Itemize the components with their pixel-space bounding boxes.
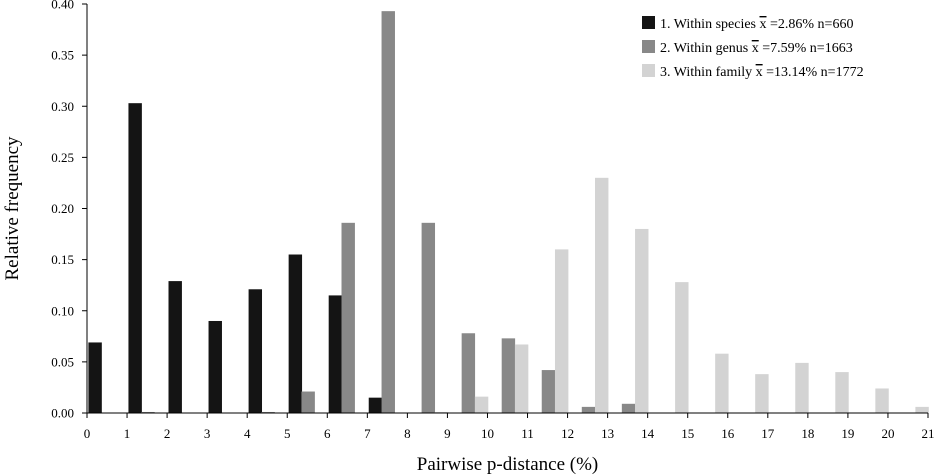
x-tick-label: 1: [124, 426, 131, 441]
bar-series-3-x-19: [875, 388, 889, 413]
bar-series-3-x-15: [715, 353, 729, 413]
bar-series-3-x-9: [474, 396, 489, 413]
x-tick-label: 2: [164, 426, 171, 441]
bar-series-2-x-5: [301, 391, 315, 413]
bar-series-1-x-3: [208, 320, 222, 413]
bar-series-3-x-13: [635, 228, 649, 413]
x-tick-label: 18: [801, 426, 814, 441]
x-tick-label: 8: [404, 426, 411, 441]
legend-label-series-3: 3. Within family x =13.14% n=1772: [660, 65, 864, 80]
x-tick-label: 6: [324, 426, 331, 441]
bar-series-3-x-20: [915, 406, 929, 413]
x-axis-label: Pairwise p-distance (%): [417, 454, 599, 475]
bar-series-3-x-12: [595, 177, 609, 413]
bar-series-2-x-9: [461, 333, 476, 413]
bar-series-2-x-8: [421, 222, 436, 413]
bar-series-2-x-6: [341, 222, 355, 413]
x-axis-ticks: 0 1 2 3 4 5 6 7 8 9 10 11 12 13 14 15 16 17 18 19 20 21: [84, 413, 934, 441]
bar-series-2-x-13: [621, 403, 636, 413]
x-tick-label: 4: [244, 426, 251, 441]
bar-series-1-x-6: [328, 295, 343, 413]
x-tick-label: 5: [284, 426, 291, 441]
bar-series-1-x-4: [248, 289, 263, 413]
bar-series-2-x-12: [581, 406, 596, 413]
bar-series-3-x-16: [755, 374, 769, 413]
bar-series-3-x-11: [554, 249, 569, 413]
bar-series-2-x-4: [261, 411, 275, 413]
bar-series-1-x-5: [288, 254, 303, 413]
x-tick-label: 0: [84, 426, 91, 441]
y-tick-label: 0.05: [51, 354, 74, 369]
y-axis-ticks: 0.00 0.05 0.10 0.15 0.20 0.25 0.30 0.35 0.40: [51, 0, 87, 421]
y-tick-label: 0.15: [51, 252, 74, 267]
x-tick-label: 15: [681, 426, 694, 441]
x-tick-label: 11: [521, 426, 534, 441]
x-tick-label: 9: [444, 426, 451, 441]
y-tick-label: 0.10: [51, 303, 74, 318]
bar-series-1-x-1: [128, 103, 142, 414]
legend-swatch-series-1: [642, 16, 655, 29]
y-tick-label: 0.25: [51, 150, 74, 165]
bar-series-3-x-14: [675, 282, 689, 413]
x-tick-label: 7: [364, 426, 371, 441]
bar-series-3-x-8: [434, 411, 449, 413]
y-tick-label: 0.35: [51, 48, 74, 63]
bar-series-3-x-10: [514, 344, 529, 413]
x-tick-label: 19: [841, 426, 854, 441]
bar-series-2-x-1: [141, 411, 155, 413]
x-tick-label: 3: [204, 426, 211, 441]
x-tick-label: 14: [641, 426, 655, 441]
x-tick-label: 10: [481, 426, 494, 441]
x-tick-label: 21: [922, 426, 934, 441]
y-tick-label: 0.30: [51, 99, 74, 114]
y-axis-label: Relative frequency: [2, 136, 23, 281]
x-tick-label: 16: [721, 426, 735, 441]
legend: 1. Within species x =2.86% n=660 2. Withi…: [642, 16, 864, 80]
x-tick-label: 20: [881, 426, 894, 441]
x-tick-label: 17: [761, 426, 775, 441]
bar-series-1-x-0: [88, 342, 102, 413]
legend-swatch-series-3: [642, 64, 655, 77]
legend-swatch-series-2: [642, 40, 655, 53]
legend-label-series-2: 2. Within genus x =7.59% n=1663: [660, 41, 853, 56]
bar-series-1-x-2: [168, 281, 182, 413]
bar-series-2-x-7: [381, 11, 395, 413]
y-tick-label: 0.40: [51, 0, 74, 12]
y-tick-label: 0.20: [51, 201, 74, 216]
bars-layer: [88, 11, 929, 414]
bar-series-2-x-11: [541, 370, 556, 413]
x-tick-label: 12: [561, 426, 574, 441]
bar-series-3-x-17: [795, 362, 809, 413]
bar-series-3-x-18: [835, 372, 849, 413]
legend-label-series-1: 1. Within species x =2.86% n=660: [660, 17, 853, 32]
bar-series-2-x-10: [501, 338, 516, 413]
x-tick-label: 13: [601, 426, 614, 441]
y-tick-label: 0.00: [51, 406, 74, 421]
bar-series-1-x-7: [368, 397, 383, 413]
